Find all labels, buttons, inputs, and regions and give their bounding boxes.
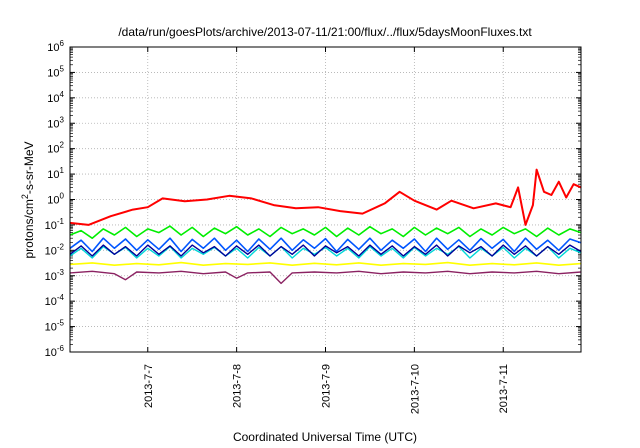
series-line-6 (69, 261, 582, 266)
y-tick-label: 10-3 (45, 268, 65, 283)
y-tick-label: 102 (47, 141, 64, 156)
series-line-1 (69, 168, 582, 226)
y-tick-label: 105 (47, 64, 64, 79)
chart-title: /data/run/goesPlots/archive/2013-07-11/2… (118, 25, 532, 39)
x-axis-label: Coordinated Universal Time (UTC) (233, 430, 417, 444)
x-tick-label: 2013-7-10 (409, 364, 421, 414)
x-tick-label: 2013-7-11 (498, 364, 510, 413)
y-tick-label: 10-4 (45, 293, 65, 308)
y-tick-label: 10-5 (45, 319, 65, 334)
y-tick-label: 101 (47, 166, 64, 181)
grid (70, 46, 581, 353)
y-tick-label: 106 (47, 39, 64, 54)
y-tick-label: 100 (47, 192, 64, 207)
series-line-4 (69, 237, 582, 253)
y-tick-label: 103 (47, 115, 64, 130)
y-tick-label: 10-2 (45, 242, 65, 257)
series-layer (69, 168, 582, 285)
x-tick-labels: 2013-7-7 2013-7-8 2013-7-9 2013-7-10 2013-7-… (143, 364, 510, 414)
plot-frame (69, 46, 582, 353)
y-tick-label: 10-6 (45, 344, 65, 359)
series-line-2 (69, 225, 582, 239)
x-tick-label: 2013-7-7 (143, 364, 155, 408)
series-line-5 (69, 244, 582, 257)
y-tick-label: 104 (47, 90, 64, 105)
y-axis-label: protons/cm2-s-sr-MeV (20, 141, 36, 258)
y-tick-label: 10-1 (45, 217, 65, 232)
series-line-7 (69, 270, 582, 285)
x-tick-label: 2013-7-9 (321, 364, 333, 408)
y-tick-labels: 10-6 10-5 10-4 10-3 10-2 10-1 100 101 102 103 104 1… (45, 39, 65, 359)
x-tick-label: 2013-7-8 (232, 364, 244, 408)
